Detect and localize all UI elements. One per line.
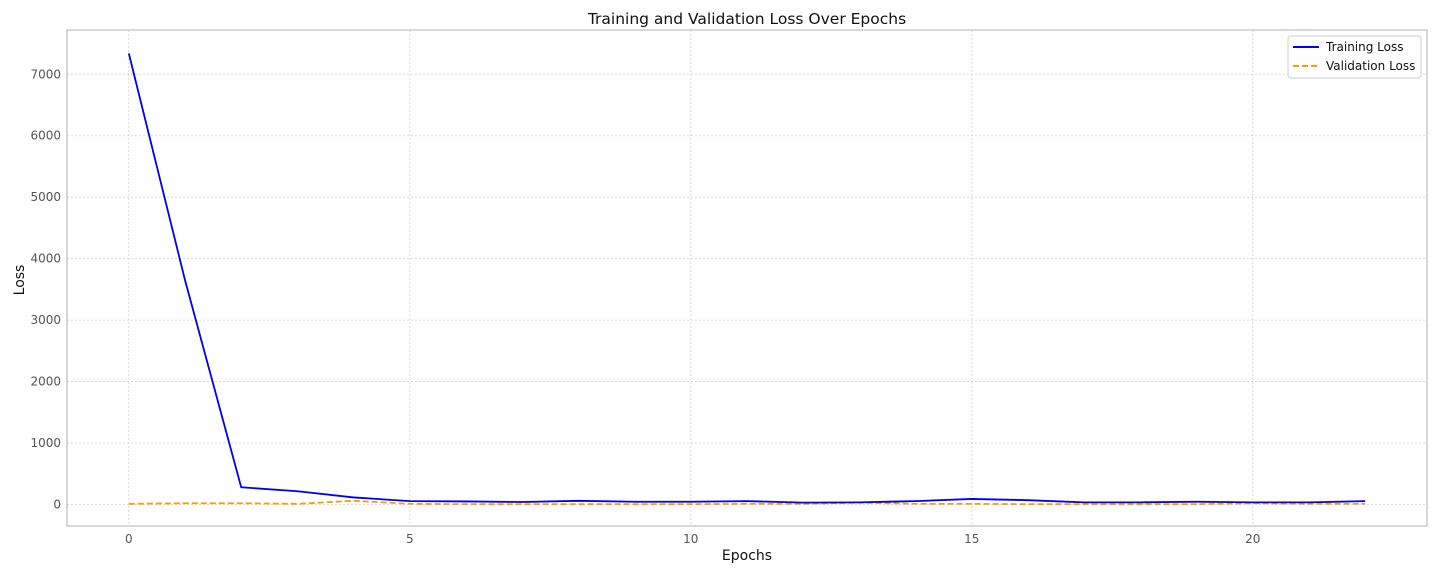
x-tick-label: 0 xyxy=(125,532,133,546)
x-tick-label: 10 xyxy=(683,532,698,546)
series-lines xyxy=(127,53,1366,506)
y-tick-label: 6000 xyxy=(30,129,61,143)
x-tick-label: 20 xyxy=(1245,532,1260,546)
axis-ticks: 0 5 10 15 20 0 1000 2000 3000 4000 5000 6000 7000 xyxy=(30,67,1260,546)
y-tick-label: 7000 xyxy=(30,67,61,81)
y-axis-title: Loss xyxy=(12,265,28,296)
legend-label-training: Training Loss xyxy=(1325,40,1403,54)
training-loss-line xyxy=(127,53,1366,504)
y-tick-label: 2000 xyxy=(30,375,61,389)
grid xyxy=(67,30,1427,526)
x-tick-label: 5 xyxy=(406,532,414,546)
y-tick-label: 1000 xyxy=(30,436,61,450)
plot-area-frame xyxy=(66,29,1428,527)
legend-box xyxy=(1287,35,1422,79)
y-tick-label: 5000 xyxy=(30,190,61,204)
y-tick-label: 3000 xyxy=(30,313,61,327)
legend-label-validation: Validation Loss xyxy=(1326,59,1415,73)
x-axis-title: Epochs xyxy=(722,548,772,564)
x-tick-label: 15 xyxy=(964,532,979,546)
validation-loss-line xyxy=(128,499,1366,506)
y-tick-label: 0 xyxy=(53,497,61,511)
y-tick-label: 4000 xyxy=(30,252,61,266)
legend: Training Loss Validation Loss xyxy=(1287,35,1422,79)
chart-title: Training and Validation Loss Over Epochs xyxy=(587,10,906,28)
